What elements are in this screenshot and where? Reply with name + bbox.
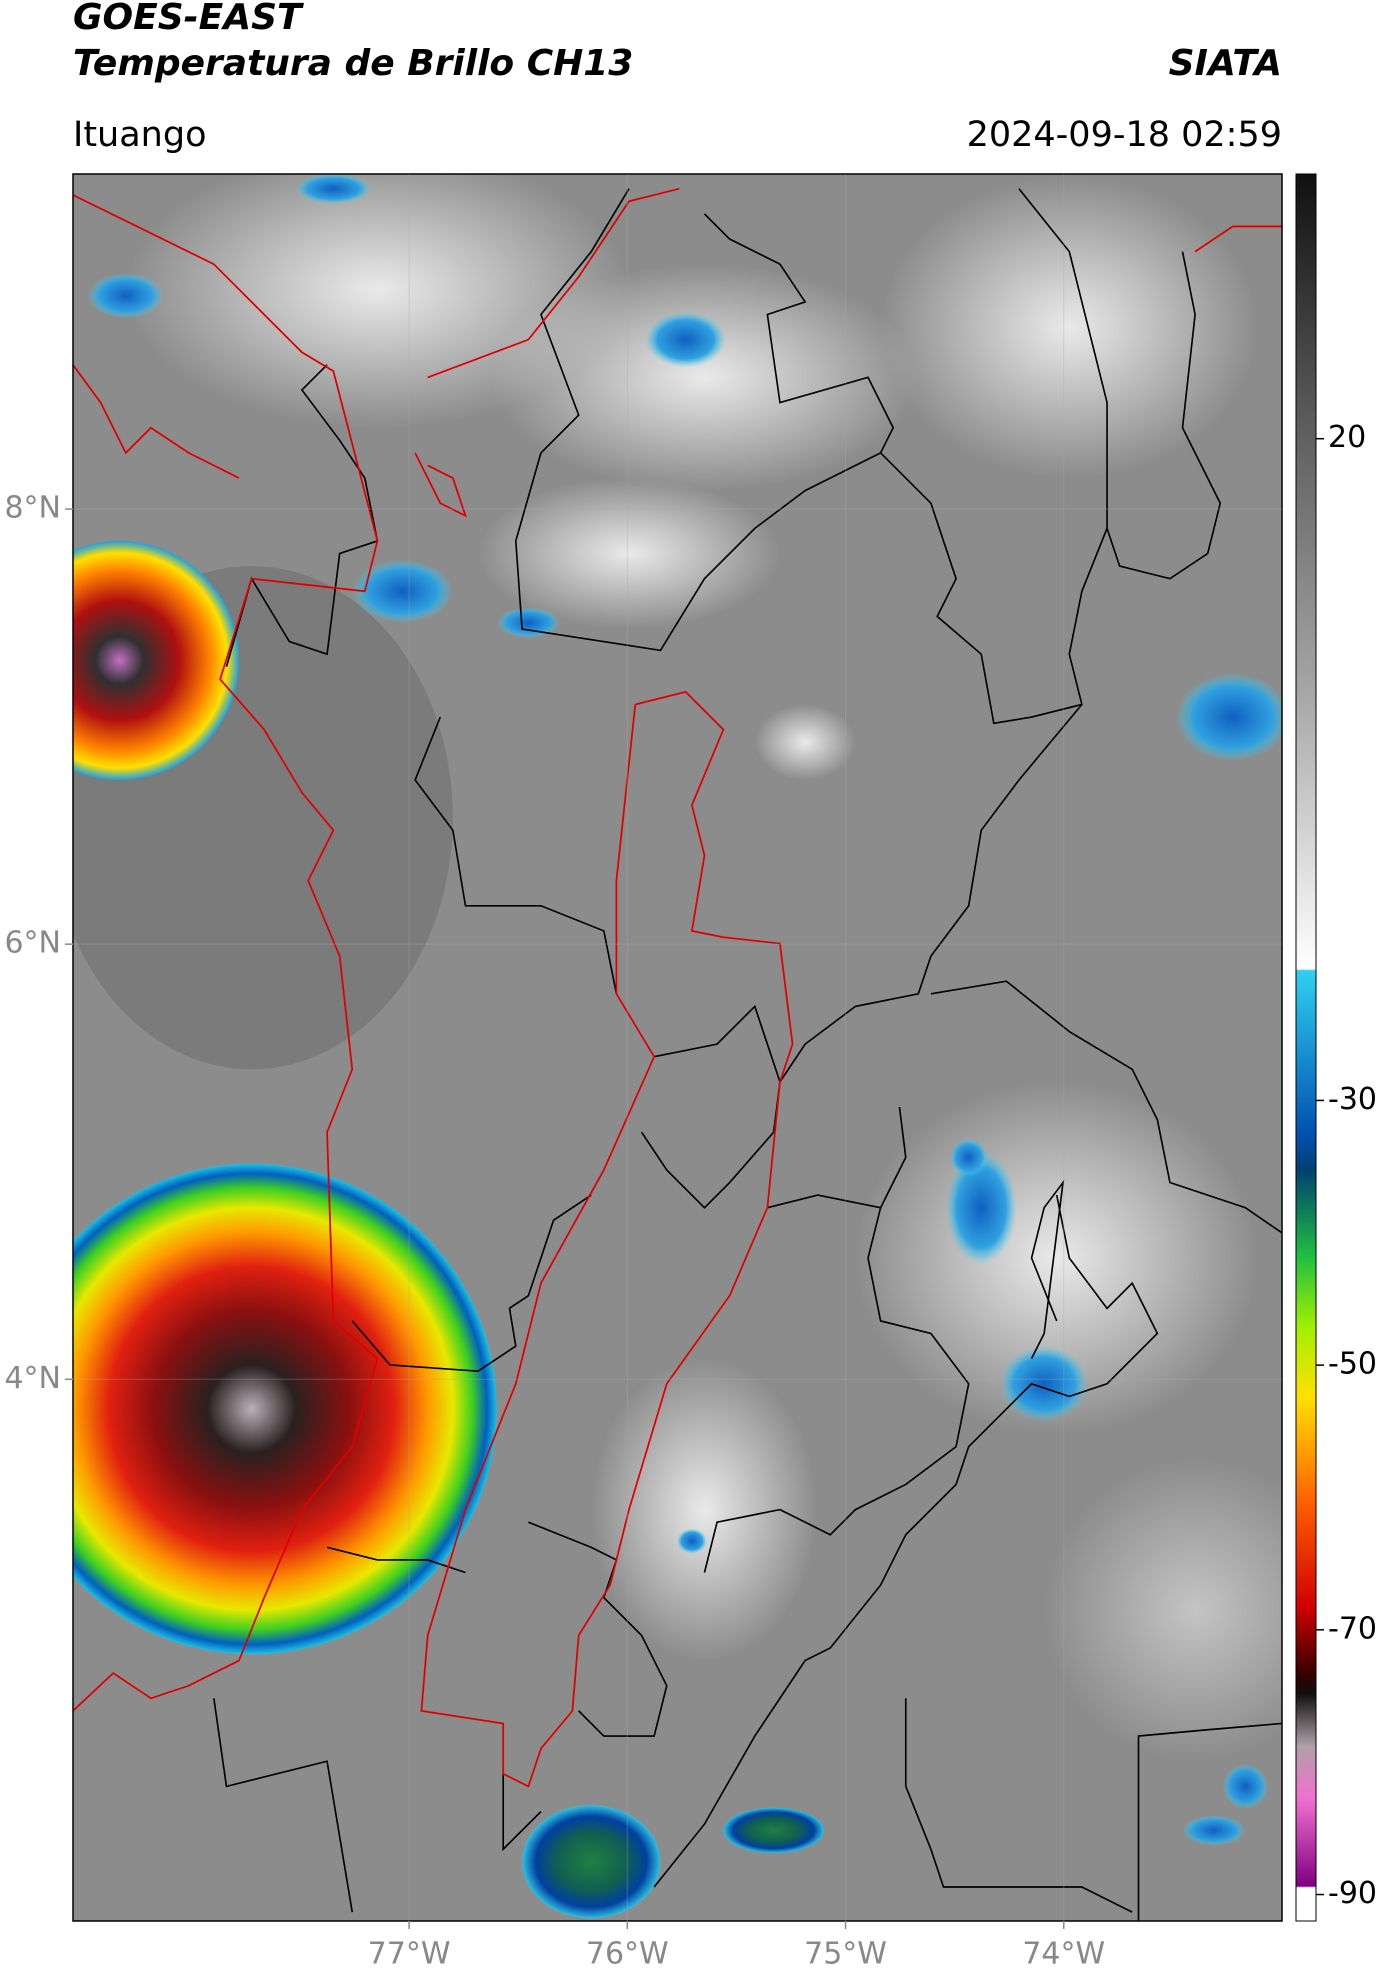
timestamp: 2024-09-18 02:59 [967, 115, 1282, 155]
location: Ituango [73, 115, 207, 155]
y-tick-label: 4°N [4, 1361, 61, 1396]
source: SIATA [1169, 43, 1282, 84]
colorbar-tick-label: -90 [1328, 1876, 1377, 1911]
y-tick-label: 8°N [4, 491, 61, 526]
admin-boundaries [213, 188, 1282, 1921]
map-frame [72, 173, 1283, 1922]
x-tick-label: 76°W [586, 1937, 669, 1972]
y-tick-label: 6°N [4, 926, 61, 961]
colorbar-tick-label: -30 [1328, 1082, 1377, 1117]
colorbar-tick-label: 20 [1328, 420, 1366, 455]
satellite-image [73, 174, 1282, 1921]
title: GOES-EAST [73, 0, 304, 38]
colorbar-tick-label: -70 [1328, 1611, 1377, 1646]
x-tick-label: 75°W [804, 1937, 887, 1972]
x-tick-label: 74°W [1022, 1937, 1105, 1972]
colorbar-tick-label: -50 [1328, 1347, 1377, 1382]
political-boundaries [73, 187, 1282, 1788]
x-tick-label: 77°W [368, 1937, 451, 1972]
subtitle: Temperatura de Brillo CH13 [73, 43, 633, 84]
colorbar [1295, 173, 1317, 1922]
